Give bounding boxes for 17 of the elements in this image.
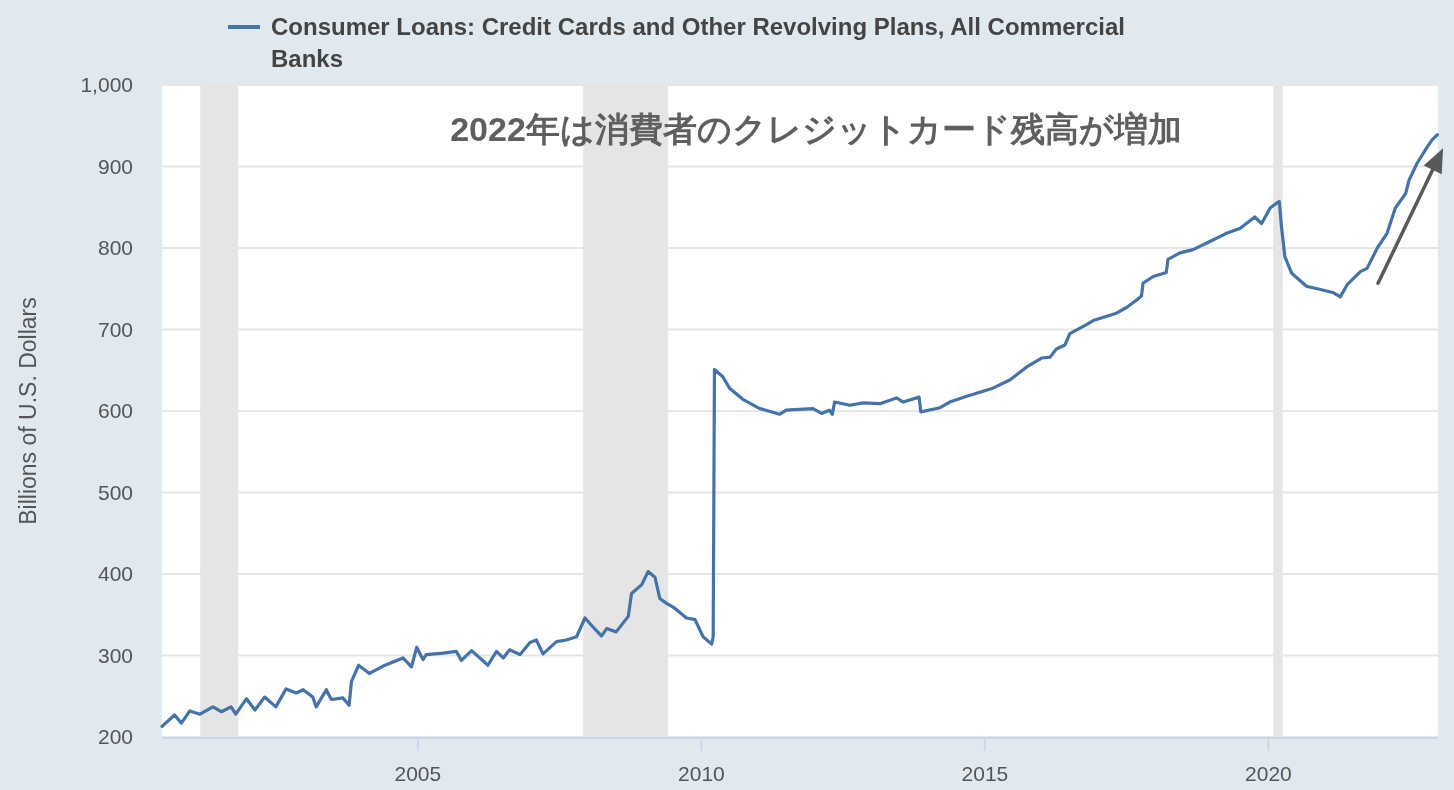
y-tick-label: 500 [97, 480, 133, 504]
y-tick-label: 800 [97, 236, 133, 259]
x-tick-label: 2010 [678, 762, 725, 785]
x-tick-label: 2005 [394, 762, 442, 785]
legend: Consumer Loans: Credit Cards and Other Revolving Plans, All Commercial Banks [228, 13, 1125, 72]
x-tick-label: 2020 [1245, 762, 1292, 785]
y-tick-label: 400 [97, 562, 133, 585]
y-tick-label: 900 [97, 154, 133, 178]
annotation: 2022年は消費者のクレジットカード残高が増加 [450, 110, 1182, 148]
x-tick-label: 2015 [961, 762, 1009, 785]
y-tick-label: 700 [97, 317, 133, 341]
y-tick-label: 200 [97, 725, 133, 748]
annotations: 2022年は消費者のクレジットカード残高が増加 [450, 110, 1444, 285]
y-tick-label: 600 [97, 399, 133, 422]
y-tick-label: 300 [97, 643, 133, 667]
y-axis-title: Billions of U.S. Dollars [15, 297, 41, 525]
y-tick-label: 1,000 [80, 73, 133, 96]
